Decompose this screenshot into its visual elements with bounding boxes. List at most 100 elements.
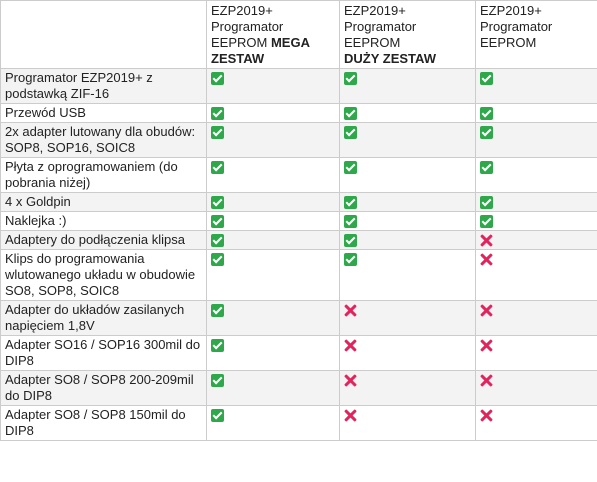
feature-cell [206,192,340,212]
cross-icon [344,339,357,352]
table-row: Adapter do układów zasilanych napięciem … [0,300,597,336]
column-header-line: Programator EEPROM [344,19,417,50]
feature-cell [206,211,340,231]
row-label: 4 x Goldpin [0,192,207,212]
cross-icon [480,374,493,387]
feature-cell [475,192,597,212]
cross-icon [344,374,357,387]
column-header-line: Programator [211,19,284,34]
check-icon [344,253,357,267]
feature-cell [475,405,597,441]
check-icon [211,126,224,140]
table-row: Klips do programowania wlutowanego układ… [0,249,597,301]
row-label: Przewód USB [0,103,207,123]
cross-icon [480,234,493,247]
feature-cell [475,157,597,193]
check-icon [211,253,224,267]
check-icon [211,196,224,210]
table-row: Adapter SO8 / SOP8 200-209mil do DIP8 [0,370,597,406]
feature-cell [339,300,476,336]
feature-cell [206,405,340,441]
feature-cell [339,335,476,371]
row-label: Naklejka :) [0,211,207,231]
check-icon [344,126,357,140]
check-icon [344,161,357,175]
check-icon [211,107,224,121]
feature-cell [206,103,340,123]
row-label: Klips do programowania wlutowanego układ… [0,249,207,301]
row-label: Programator EZP2019+ z podstawką ZIF-16 [0,68,207,104]
column-header-line: EEPROM [211,35,268,50]
check-icon [480,72,493,86]
row-label: Adaptery do podłączenia klipsa [0,230,207,250]
column-header-line: EZP2019+ [211,3,273,18]
table-row: Adaptery do podłączenia klipsa [0,230,597,250]
cross-icon [480,253,493,266]
feature-cell [475,68,597,104]
feature-cell [206,335,340,371]
column-header-bold: MEGA [270,35,310,50]
header-row: EZP2019+ Programator EEPROM MEGA ZESTAW … [0,0,597,69]
column-header-bold: ZESTAW [211,51,265,66]
check-icon [480,196,493,210]
feature-cell [339,68,476,104]
table-row: Programator EZP2019+ z podstawką ZIF-16 [0,68,597,104]
table-row: Przewód USB [0,103,597,123]
comparison-table: EZP2019+ Programator EEPROM MEGA ZESTAW … [0,0,597,441]
check-icon [344,215,357,229]
column-header-mega-zestaw: EZP2019+ Programator EEPROM MEGA ZESTAW [206,0,340,69]
check-icon [344,196,357,210]
check-icon [344,234,357,248]
table-row: Naklejka :) [0,211,597,231]
check-icon [211,409,224,423]
feature-cell [475,211,597,231]
check-icon [480,161,493,175]
column-header-line: EEPROM [480,35,537,50]
feature-cell [475,230,597,250]
column-header-line: EZP2019+ [344,3,406,18]
row-label: Adapter SO8 / SOP8 150mil do DIP8 [0,405,207,441]
check-icon [211,339,224,353]
table-body: Programator EZP2019+ z podstawką ZIF-16 P… [0,68,597,441]
feature-cell [339,370,476,406]
feature-cell [339,192,476,212]
check-icon [211,304,224,318]
feature-cell [339,249,476,301]
feature-cell [206,157,340,193]
feature-cell [339,211,476,231]
table-row: Płyta z oprogramowaniem (do pobrania niż… [0,157,597,193]
feature-cell [339,405,476,441]
check-icon [211,215,224,229]
feature-cell [475,335,597,371]
column-header-line: Programator [480,19,553,34]
feature-cell [475,249,597,301]
row-label: Adapter SO8 / SOP8 200-209mil do DIP8 [0,370,207,406]
check-icon [211,161,224,175]
column-header-duzy-zestaw: EZP2019+ Programator EEPROM DUŻY ZESTAW [339,0,476,69]
cross-icon [344,304,357,317]
feature-cell [475,122,597,158]
check-icon [480,126,493,140]
check-icon [211,72,224,86]
check-icon [344,107,357,121]
check-icon [344,72,357,86]
row-label: Płyta z oprogramowaniem (do pobrania niż… [0,157,207,193]
cross-icon [480,409,493,422]
check-icon [211,234,224,248]
feature-cell [475,370,597,406]
feature-cell [339,103,476,123]
row-label: Adapter SO16 / SOP16 300mil do DIP8 [0,335,207,371]
corner-cell [0,0,207,69]
table-row: Adapter SO8 / SOP8 150mil do DIP8 [0,405,597,441]
feature-cell [339,230,476,250]
column-header-bold: DUŻY ZESTAW [344,51,436,66]
feature-cell [475,103,597,123]
feature-cell [206,249,340,301]
check-icon [480,215,493,229]
feature-cell [339,122,476,158]
feature-cell [206,370,340,406]
table-row: 4 x Goldpin [0,192,597,212]
check-icon [211,374,224,388]
check-icon [480,107,493,121]
row-label: 2x adapter lutowany dla obudów: SOP8, SO… [0,122,207,158]
